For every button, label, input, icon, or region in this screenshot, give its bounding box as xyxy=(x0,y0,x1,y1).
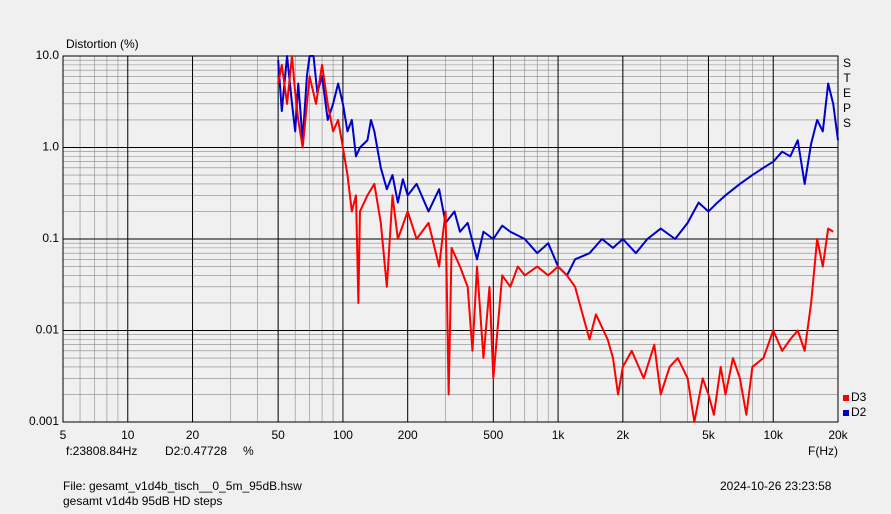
legend-swatch xyxy=(843,395,849,401)
x-tick-label: 500 xyxy=(483,428,503,442)
x-tick-label: 5k xyxy=(702,428,716,442)
series-line xyxy=(277,55,839,277)
x-tick-label: 50 xyxy=(271,428,285,442)
x-tick-label: 20k xyxy=(828,428,848,442)
x-tick-label: 2k xyxy=(617,428,631,442)
series-line xyxy=(277,55,834,423)
legend-swatch xyxy=(843,410,849,416)
timestamp: 2024-10-26 23:23:58 xyxy=(720,479,832,493)
y-tick-label: 0.001 xyxy=(29,414,59,428)
legend-label: D3 xyxy=(851,390,867,404)
y-tick-label: 0.01 xyxy=(36,323,60,337)
y-axis-label: Distortion (%) xyxy=(66,37,139,51)
x-tick-label: 5 xyxy=(60,428,67,442)
x-tick-label: 10k xyxy=(764,428,784,442)
y-tick-label: 0.1 xyxy=(42,231,59,245)
x-tick-label: 1k xyxy=(552,428,566,442)
x-tick-label: 200 xyxy=(398,428,418,442)
x-tick-label: 10 xyxy=(121,428,135,442)
x-tick-label: 20 xyxy=(186,428,200,442)
legend-label: D2 xyxy=(851,405,867,419)
cursor-value: D2:0.47728 xyxy=(165,444,227,458)
cursor-freq: f:23808.84Hz xyxy=(66,444,137,458)
x-tick-label: 100 xyxy=(333,428,353,442)
x-axis-label: F(Hz) xyxy=(808,444,838,458)
description: gesamt v1d4b 95dB HD steps xyxy=(63,494,222,508)
y-tick-label: 1.0 xyxy=(42,140,59,154)
cursor-unit: % xyxy=(243,444,254,458)
side-label: STEPS xyxy=(840,56,854,131)
y-tick-label: 10.0 xyxy=(36,48,60,62)
file-name: File: gesamt_v1d4b_tisch__0_5m_95dB.hsw xyxy=(63,479,302,493)
